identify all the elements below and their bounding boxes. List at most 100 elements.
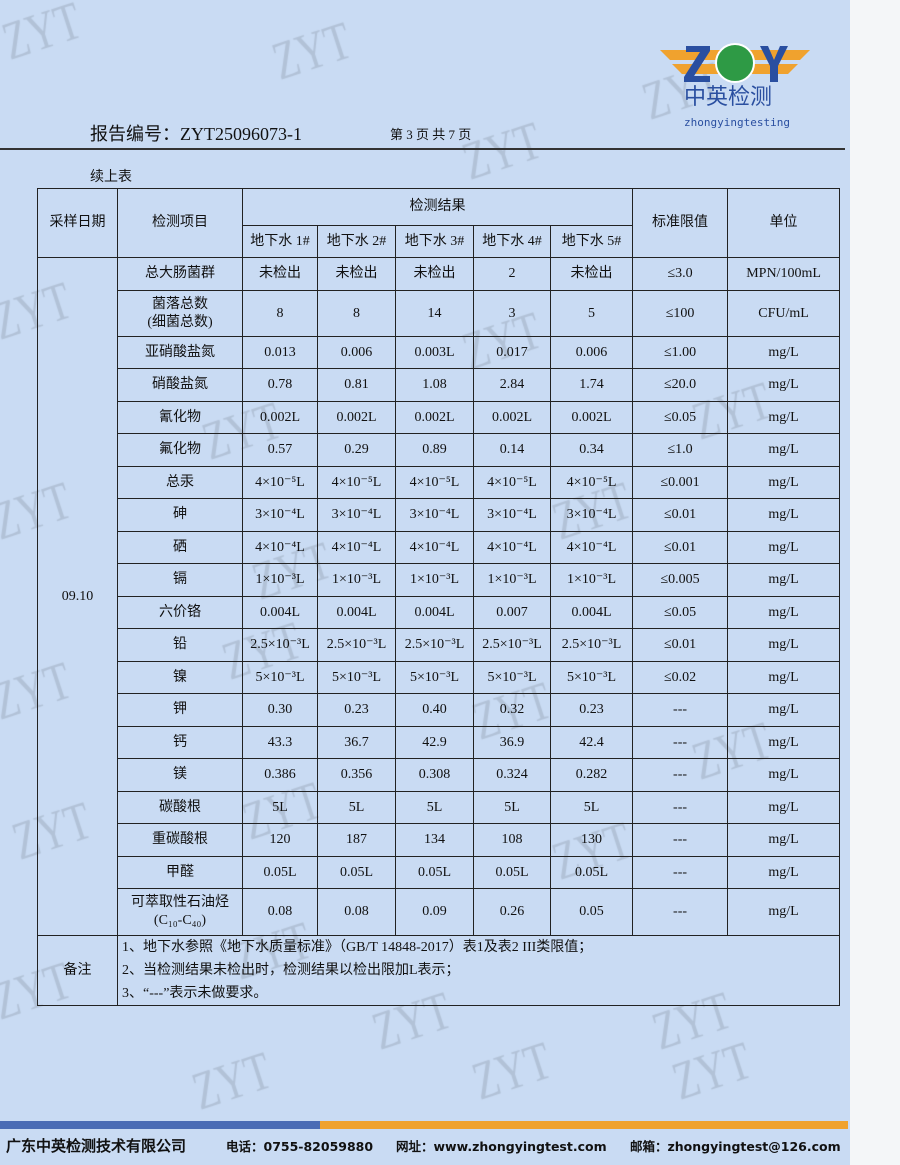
result-value: 1×10⁻³L bbox=[317, 563, 396, 597]
result-value: 130 bbox=[549, 823, 634, 857]
result-value: 187 bbox=[317, 823, 396, 857]
result-value: 0.40 bbox=[395, 693, 474, 727]
unit: mg/L bbox=[727, 596, 841, 629]
unit: mg/L bbox=[727, 823, 841, 857]
continued-label: 续上表 bbox=[90, 170, 132, 185]
header-unit: 单位 bbox=[727, 188, 841, 258]
result-value: 14 bbox=[395, 290, 474, 337]
table-row: 可萃取性石油烃 (C₁₀-C₄₀) 0.08 0.08 0.09 0.26 0.05 ---… bbox=[38, 888, 841, 936]
result-value: 5L bbox=[242, 791, 318, 824]
unit: mg/L bbox=[727, 791, 841, 824]
item-name: 镉 bbox=[117, 563, 243, 597]
table-row: 氟化物 0.57 0.29 0.89 0.14 0.34 ≤1.0 mg/L bbox=[38, 433, 841, 467]
header-item: 检测项目 bbox=[117, 188, 243, 258]
result-value: 120 bbox=[242, 823, 318, 857]
result-value: 0.007 bbox=[473, 596, 551, 629]
result-value: 0.006 bbox=[549, 336, 634, 369]
unit: MPN/100mL bbox=[727, 257, 841, 291]
unit: mg/L bbox=[727, 336, 841, 369]
item-name: 硒 bbox=[117, 531, 243, 564]
note-line: 2、当检测结果未检出时，检测结果以检出限加L表示； bbox=[122, 963, 460, 978]
result-value: 1×10⁻³L bbox=[242, 563, 318, 597]
item-name: 亚硝酸盐氮 bbox=[117, 336, 243, 369]
result-value: 1×10⁻³L bbox=[473, 563, 551, 597]
result-value: 0.003L bbox=[395, 336, 474, 369]
result-value: 3×10⁻⁴L bbox=[242, 498, 318, 532]
standard-limit: --- bbox=[632, 726, 729, 759]
standard-limit: --- bbox=[632, 823, 729, 857]
unit: mg/L bbox=[727, 628, 841, 662]
page-indicator: 第 3 页 共 7 页 bbox=[390, 127, 472, 142]
result-value: 43.3 bbox=[242, 726, 318, 759]
unit: mg/L bbox=[727, 661, 841, 694]
table-row: 砷 3×10⁻⁴L 3×10⁻⁴L 3×10⁻⁴L 3×10⁻⁴L 3×10⁻⁴L ≤0.0… bbox=[38, 498, 841, 532]
result-value: 3×10⁻⁴L bbox=[549, 498, 634, 532]
result-value: 5×10⁻³L bbox=[395, 661, 474, 694]
notes-label: 备注 bbox=[37, 935, 118, 1006]
table-row: 六价铬 0.004L 0.004L 0.004L 0.007 0.004L ≤0.05 mg/… bbox=[38, 596, 841, 629]
item-name: 氟化物 bbox=[117, 433, 243, 467]
result-value: 0.05L bbox=[317, 856, 396, 889]
result-value: 4×10⁻⁵L bbox=[473, 466, 551, 499]
result-value: 4×10⁻⁵L bbox=[242, 466, 318, 499]
result-value: 0.23 bbox=[317, 693, 396, 727]
result-value: 0.34 bbox=[549, 433, 634, 467]
item-name: 镁 bbox=[117, 758, 243, 792]
result-value: 1×10⁻³L bbox=[549, 563, 634, 597]
footer-website: 网址：www.zhongyingtest.com bbox=[396, 1139, 607, 1154]
result-value: 0.30 bbox=[242, 693, 318, 727]
result-value: 0.006 bbox=[317, 336, 396, 369]
table-row: 甲醛 0.05L 0.05L 0.05L 0.05L 0.05L --- mg/L bbox=[38, 856, 841, 889]
unit: mg/L bbox=[727, 856, 841, 889]
company-logo bbox=[660, 43, 810, 83]
document-page: 中英检测 zhongyingtesting 报告编号：ZYT25096073-1… bbox=[0, 0, 850, 1165]
result-value: 108 bbox=[473, 823, 551, 857]
result-value: 2.84 bbox=[473, 368, 551, 402]
item-name: 铅 bbox=[117, 628, 243, 662]
unit: mg/L bbox=[727, 888, 841, 936]
note-line: 1、地下水参照《地下水质量标准》（GB/T 14848-2017）表1及表2 I… bbox=[122, 940, 593, 955]
footer-phone: 电话：0755-82059880 bbox=[226, 1139, 374, 1154]
note-line: 3、“---”表示未做要求。 bbox=[122, 986, 268, 1001]
table-row: 总汞 4×10⁻⁵L 4×10⁻⁵L 4×10⁻⁵L 4×10⁻⁵L 4×10⁻⁵L ≤0.… bbox=[38, 466, 841, 499]
result-value: 0.08 bbox=[317, 888, 396, 936]
table-row: 碳酸根 5L 5L 5L 5L 5L --- mg/L bbox=[38, 791, 841, 824]
logo-english-name: zhongyingtesting bbox=[684, 116, 790, 129]
item-name: 重碳酸根 bbox=[117, 823, 243, 857]
result-value: 0.78 bbox=[242, 368, 318, 402]
unit: mg/L bbox=[727, 563, 841, 597]
table-row: 菌落总数 (细菌总数) 8 8 14 3 5 ≤100 CFU/mL bbox=[38, 290, 841, 337]
result-value: 未检出 bbox=[317, 257, 396, 291]
result-value: 2 bbox=[473, 257, 551, 291]
item-name: 总汞 bbox=[117, 466, 243, 499]
table-row: 硝酸盐氮 0.78 0.81 1.08 2.84 1.74 ≤20.0 mg/L bbox=[38, 368, 841, 402]
result-value: 0.32 bbox=[473, 693, 551, 727]
result-value: 36.7 bbox=[317, 726, 396, 759]
result-value: 0.356 bbox=[317, 758, 396, 792]
item-name: 六价铬 bbox=[117, 596, 243, 629]
item-name: 甲醛 bbox=[117, 856, 243, 889]
result-value: 0.89 bbox=[395, 433, 474, 467]
table-row: 重碳酸根 120 187 134 108 130 --- mg/L bbox=[38, 823, 841, 857]
result-value: 0.14 bbox=[473, 433, 551, 467]
result-value: 0.004L bbox=[395, 596, 474, 629]
footer-bar bbox=[0, 1121, 848, 1129]
result-value: 0.386 bbox=[242, 758, 318, 792]
result-value: 5L bbox=[473, 791, 551, 824]
standard-limit: ≤0.01 bbox=[632, 498, 729, 532]
result-value: 4×10⁻⁴L bbox=[473, 531, 551, 564]
table-row: 亚硝酸盐氮 0.013 0.006 0.003L 0.017 0.006 ≤1.00 mg/L bbox=[38, 336, 841, 369]
result-value: 0.08 bbox=[242, 888, 318, 936]
unit: mg/L bbox=[727, 401, 841, 434]
standard-limit: --- bbox=[632, 888, 729, 936]
unit: mg/L bbox=[727, 758, 841, 792]
result-value: 0.308 bbox=[395, 758, 474, 792]
result-value: 2.5×10⁻³L bbox=[242, 628, 318, 662]
result-value: 5×10⁻³L bbox=[549, 661, 634, 694]
footer-company: 广东中英检测技术有限公司 bbox=[6, 1137, 187, 1155]
notes-row: 备注 1、地下水参照《地下水质量标准》（GB/T 14848-2017）表1及表2… bbox=[37, 935, 841, 1006]
table-row: 硒 4×10⁻⁴L 4×10⁻⁴L 4×10⁻⁴L 4×10⁻⁴L 4×10⁻⁴L ≤0.0… bbox=[38, 531, 841, 564]
header-site: 地下水 3# bbox=[395, 225, 474, 258]
result-value: 0.324 bbox=[473, 758, 551, 792]
result-value: 4×10⁻⁴L bbox=[549, 531, 634, 564]
